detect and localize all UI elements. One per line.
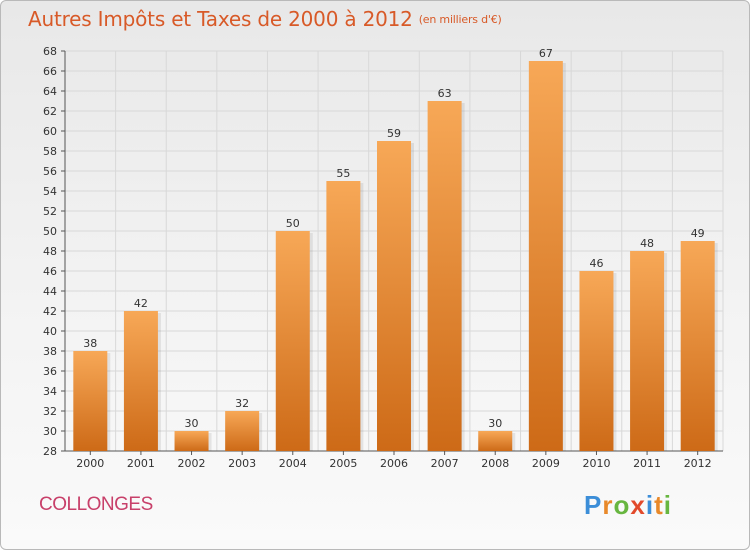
y-tick-label: 28 bbox=[43, 445, 57, 458]
y-tick-label: 42 bbox=[43, 305, 57, 318]
logo-letter: r bbox=[602, 490, 614, 520]
y-tick-label: 46 bbox=[43, 265, 57, 278]
x-tick-label: 2007 bbox=[431, 457, 459, 470]
x-tick-label: 2002 bbox=[178, 457, 206, 470]
y-tick-label: 38 bbox=[43, 345, 57, 358]
y-tick-label: 34 bbox=[43, 385, 57, 398]
bar bbox=[630, 251, 665, 451]
x-tick-label: 2004 bbox=[279, 457, 307, 470]
chart-title: Autres Impôts et Taxes de 2000 à 2012 (en… bbox=[28, 7, 502, 31]
y-tick-label: 40 bbox=[43, 325, 57, 338]
data-label: 42 bbox=[134, 297, 148, 310]
title-text: Autres Impôts et Taxes de 2000 à 2012 bbox=[28, 7, 413, 31]
y-tick-label: 48 bbox=[43, 245, 57, 258]
bar bbox=[478, 431, 513, 451]
y-tick-label: 44 bbox=[43, 285, 57, 298]
unit-label: (en milliers d'€) bbox=[418, 13, 502, 26]
logo-letter: i bbox=[645, 490, 655, 520]
bar bbox=[174, 431, 209, 451]
y-tick-label: 66 bbox=[43, 65, 57, 78]
data-label: 46 bbox=[589, 257, 603, 270]
y-tick-label: 62 bbox=[43, 105, 57, 118]
data-label: 38 bbox=[83, 337, 97, 350]
x-tick-label: 2012 bbox=[684, 457, 712, 470]
data-label: 32 bbox=[235, 397, 249, 410]
y-tick-label: 54 bbox=[43, 185, 57, 198]
logo-letter: t bbox=[654, 490, 664, 520]
bar bbox=[225, 411, 260, 451]
data-label: 48 bbox=[640, 237, 654, 250]
logo-letter: o bbox=[613, 490, 631, 520]
x-tick-label: 2008 bbox=[481, 457, 509, 470]
data-label: 63 bbox=[438, 87, 452, 100]
data-label: 55 bbox=[336, 167, 350, 180]
data-label: 59 bbox=[387, 127, 401, 140]
logo-letter: P bbox=[584, 490, 603, 520]
x-tick-label: 2011 bbox=[633, 457, 661, 470]
data-label: 30 bbox=[488, 417, 502, 430]
bar bbox=[326, 181, 361, 451]
y-tick-label: 68 bbox=[43, 45, 57, 58]
y-tick-label: 64 bbox=[43, 85, 57, 98]
x-tick-label: 2000 bbox=[76, 457, 104, 470]
bar bbox=[123, 311, 158, 451]
data-label: 30 bbox=[185, 417, 199, 430]
y-tick-label: 32 bbox=[43, 405, 57, 418]
x-tick-label: 2006 bbox=[380, 457, 408, 470]
commune-name: COLLONGES bbox=[39, 494, 153, 515]
x-tick-label: 2009 bbox=[532, 457, 560, 470]
logo-letter: x bbox=[630, 490, 646, 520]
data-label: 49 bbox=[691, 227, 705, 240]
y-tick-label: 56 bbox=[43, 165, 57, 178]
y-tick-label: 36 bbox=[43, 365, 57, 378]
x-tick-label: 2005 bbox=[329, 457, 357, 470]
y-tick-label: 30 bbox=[43, 425, 57, 438]
x-tick-label: 2003 bbox=[228, 457, 256, 470]
bar bbox=[275, 231, 310, 451]
bar bbox=[528, 61, 563, 451]
bar bbox=[73, 351, 108, 451]
bar bbox=[579, 271, 614, 451]
proxiti-logo: Proxiti bbox=[584, 490, 672, 521]
data-label: 50 bbox=[286, 217, 300, 230]
y-tick-label: 50 bbox=[43, 225, 57, 238]
x-tick-label: 2001 bbox=[127, 457, 155, 470]
y-tick-label: 60 bbox=[43, 125, 57, 138]
bar bbox=[377, 141, 411, 451]
y-tick-label: 58 bbox=[43, 145, 57, 158]
bar bbox=[680, 241, 715, 451]
logo-letter: i bbox=[663, 490, 672, 520]
y-tick-label: 52 bbox=[43, 205, 57, 218]
x-tick-label: 2010 bbox=[582, 457, 610, 470]
bar bbox=[427, 101, 462, 451]
data-label: 67 bbox=[539, 47, 553, 60]
